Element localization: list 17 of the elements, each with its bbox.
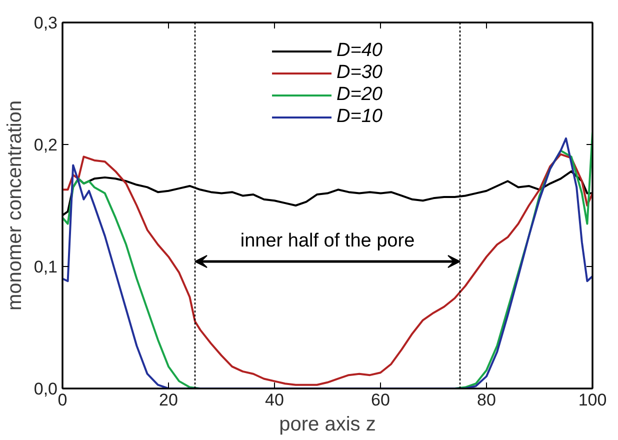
x-tick-label: 40 bbox=[265, 390, 284, 410]
legend-label: D=30 bbox=[336, 62, 382, 84]
y-tick-label: 0,1 bbox=[34, 258, 58, 276]
x-tick-label: 100 bbox=[578, 390, 607, 410]
legend-label: D=40 bbox=[336, 40, 382, 62]
x-axis-title: pore axis z bbox=[279, 414, 376, 436]
y-tick-label: 0,2 bbox=[34, 136, 58, 154]
annotation: inner half of the pore bbox=[240, 230, 415, 252]
y-tick-label: 0,3 bbox=[34, 14, 58, 32]
x-tick-label: 20 bbox=[159, 390, 178, 410]
y-axis-title: monomer concentration bbox=[4, 100, 26, 311]
legend-label: D=10 bbox=[336, 106, 382, 128]
legend-label: D=20 bbox=[336, 84, 382, 106]
x-tick-label: 80 bbox=[477, 390, 496, 410]
y-tick-label: 0,0 bbox=[34, 380, 58, 398]
x-tick-label: 60 bbox=[371, 390, 390, 410]
x-tick-label: 0 bbox=[58, 390, 68, 410]
